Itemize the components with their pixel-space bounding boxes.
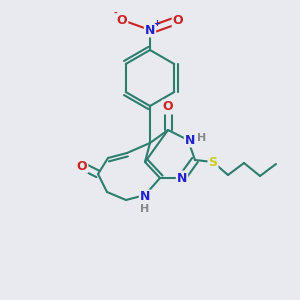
Text: O: O xyxy=(173,14,183,26)
Text: O: O xyxy=(77,160,87,172)
Text: +: + xyxy=(154,19,160,28)
Text: O: O xyxy=(163,100,173,113)
Text: O: O xyxy=(117,14,127,26)
Text: N: N xyxy=(185,134,195,146)
Text: N: N xyxy=(177,172,187,184)
Text: -: - xyxy=(113,8,117,17)
Text: H: H xyxy=(140,204,150,214)
Text: N: N xyxy=(145,23,155,37)
Text: S: S xyxy=(208,155,217,169)
Text: N: N xyxy=(140,190,150,203)
Text: H: H xyxy=(197,133,207,143)
